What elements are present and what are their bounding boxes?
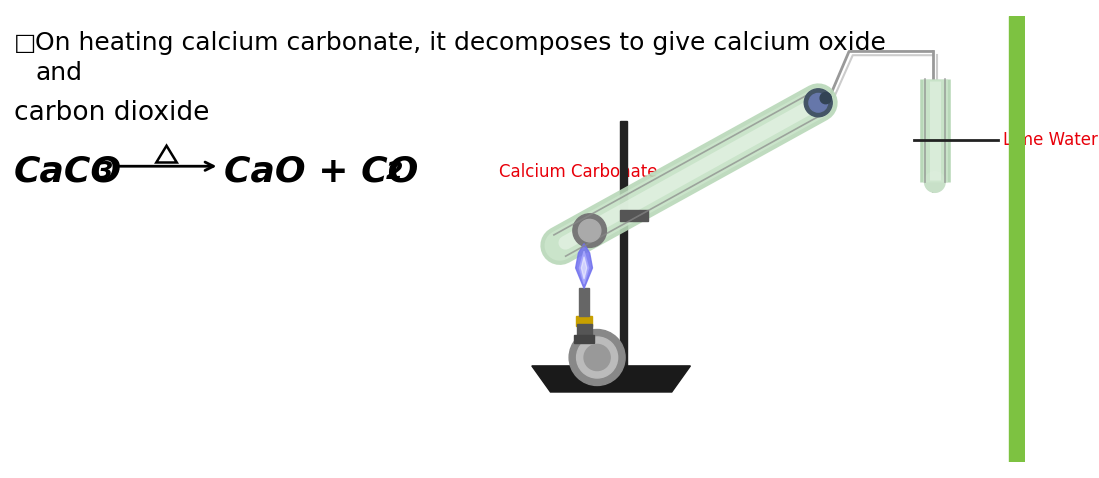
- Polygon shape: [576, 244, 592, 288]
- Text: Calcium Carbonate: Calcium Carbonate: [499, 163, 657, 182]
- Bar: [1010, 16, 1025, 462]
- Text: and: and: [35, 61, 82, 85]
- Circle shape: [569, 329, 625, 385]
- Circle shape: [578, 219, 601, 242]
- Bar: [577, 324, 591, 337]
- Polygon shape: [532, 366, 690, 392]
- Bar: [620, 121, 626, 383]
- Circle shape: [804, 89, 832, 117]
- Bar: [574, 335, 595, 343]
- Text: 2: 2: [386, 160, 402, 184]
- Circle shape: [809, 94, 828, 112]
- Bar: [576, 316, 592, 326]
- Text: □: □: [14, 31, 36, 55]
- Text: carbon dioxide: carbon dioxide: [14, 100, 210, 126]
- Circle shape: [584, 345, 610, 370]
- Circle shape: [577, 337, 618, 378]
- Circle shape: [924, 172, 945, 192]
- Text: CaCO: CaCO: [14, 154, 122, 188]
- Text: Lime Water: Lime Water: [1003, 131, 1098, 149]
- Polygon shape: [579, 251, 589, 284]
- Text: CaO + CO: CaO + CO: [224, 154, 419, 188]
- Circle shape: [820, 93, 831, 104]
- Text: On heating calcium carbonate, it decomposes to give calcium oxide: On heating calcium carbonate, it decompo…: [35, 31, 886, 55]
- Bar: [621, 210, 648, 221]
- Polygon shape: [581, 257, 587, 279]
- Bar: [579, 288, 589, 316]
- Circle shape: [573, 214, 607, 248]
- Text: 3: 3: [96, 160, 113, 184]
